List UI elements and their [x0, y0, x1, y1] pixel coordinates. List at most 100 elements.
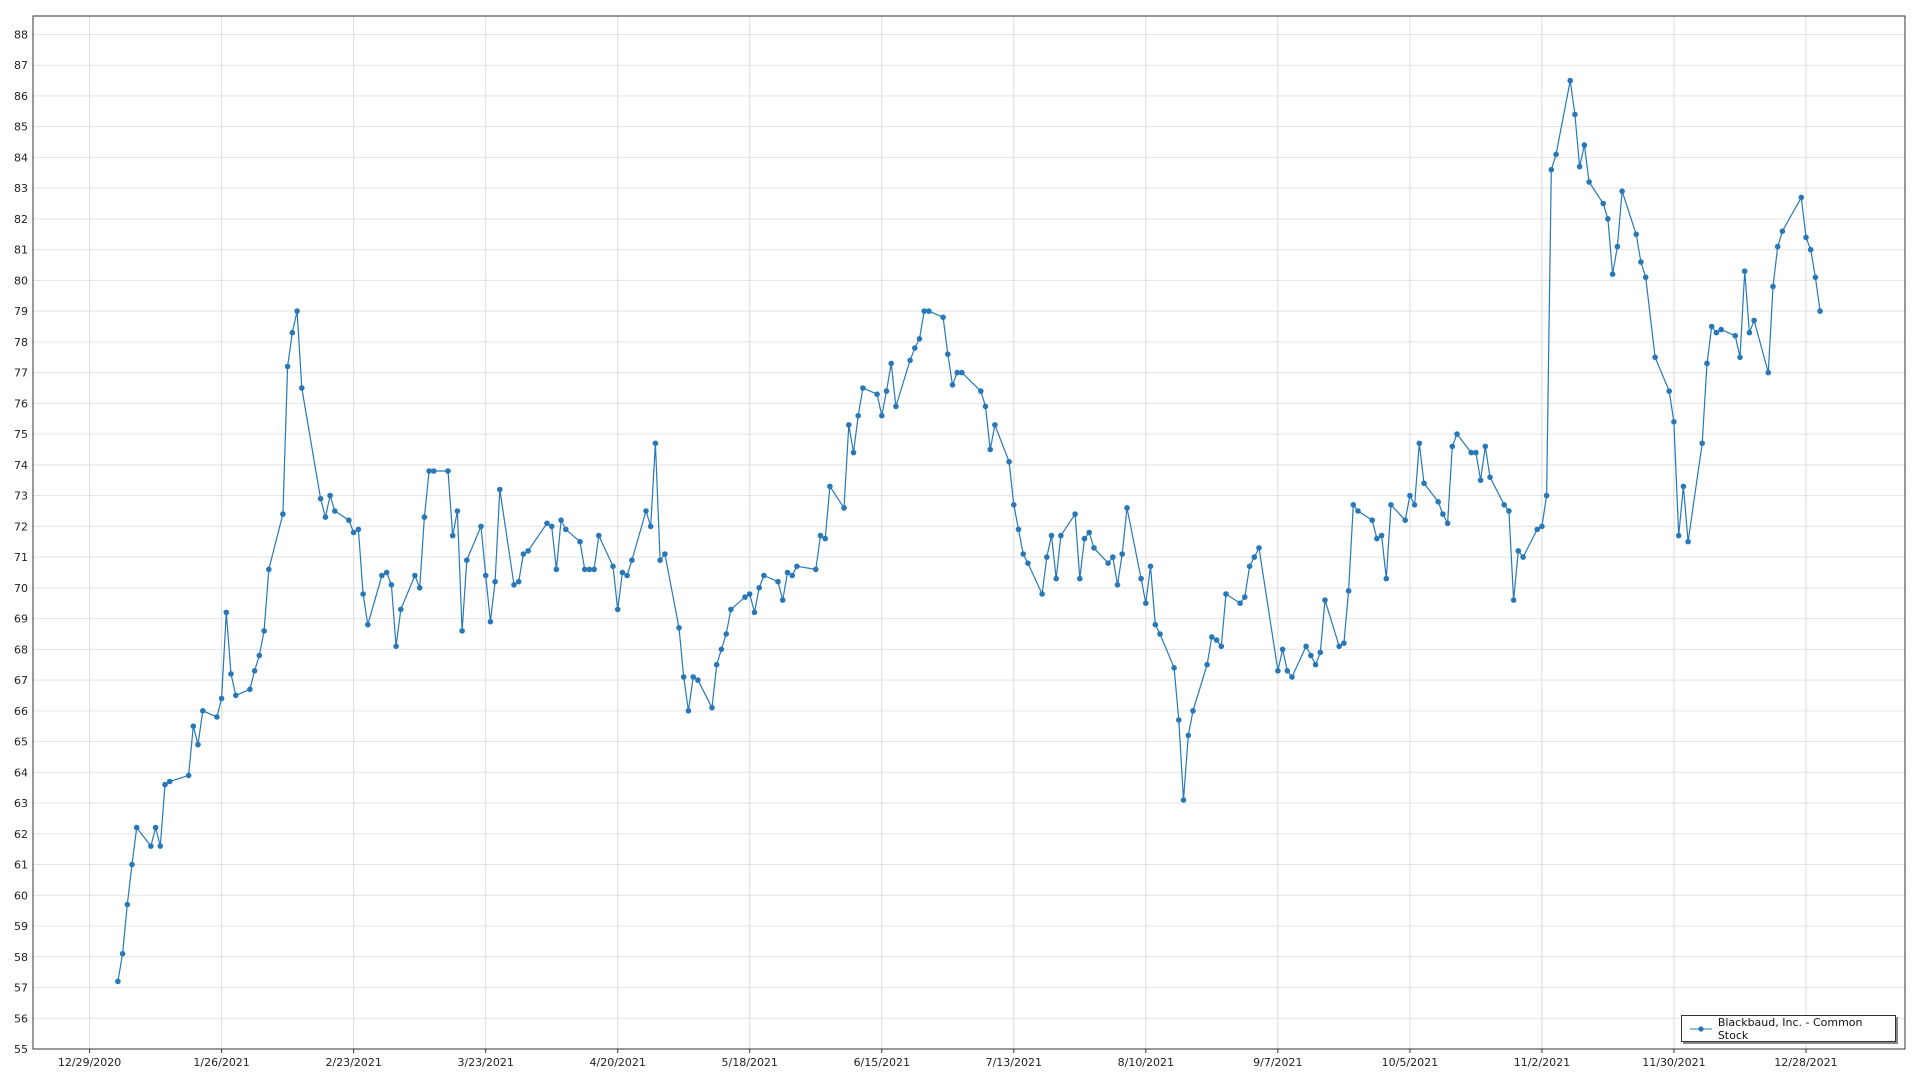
x-tick-label: 11/2/2021 — [1514, 1056, 1570, 1069]
data-point — [1779, 228, 1786, 234]
data-point — [1510, 597, 1517, 603]
data-point — [1138, 575, 1144, 582]
data-point — [586, 566, 593, 573]
data-point — [1011, 502, 1017, 508]
data-point — [1737, 354, 1743, 361]
data-point — [1539, 523, 1545, 530]
data-point — [685, 708, 692, 714]
y-tick-label: 85 — [14, 121, 28, 134]
data-point — [746, 591, 753, 597]
data-point — [1147, 563, 1154, 570]
y-tick-label: 68 — [14, 643, 28, 656]
data-point — [850, 449, 857, 456]
data-point — [1336, 643, 1342, 650]
data-point — [162, 781, 168, 788]
data-point — [695, 677, 701, 683]
data-point — [1435, 499, 1441, 505]
data-point — [1256, 545, 1262, 551]
data-point — [1704, 360, 1710, 367]
x-tick-label: 12/28/2021 — [1774, 1056, 1837, 1069]
data-point — [525, 548, 531, 554]
data-point — [1680, 483, 1687, 490]
data-point — [1506, 508, 1512, 514]
data-point — [657, 557, 663, 563]
data-point — [1534, 526, 1540, 533]
data-point — [520, 551, 527, 557]
data-point — [1586, 179, 1592, 185]
data-point — [982, 403, 989, 410]
x-tick-label: 2/23/2021 — [325, 1056, 381, 1069]
data-point — [515, 578, 522, 585]
data-point — [1345, 588, 1352, 594]
data-point — [888, 360, 894, 367]
series-blackbaud — [115, 77, 1823, 985]
data-point — [978, 388, 984, 394]
x-tick-label: 7/13/2021 — [986, 1056, 1042, 1069]
data-point — [1152, 621, 1159, 628]
x-tick-label: 4/20/2021 — [590, 1056, 646, 1069]
data-point — [223, 609, 230, 616]
data-point — [148, 843, 154, 849]
data-point — [1576, 163, 1583, 170]
data-point — [1817, 308, 1823, 314]
data-point — [1741, 268, 1748, 275]
data-point — [1341, 640, 1347, 646]
data-point — [1081, 535, 1088, 542]
data-point — [1652, 354, 1658, 361]
data-point — [426, 468, 432, 474]
data-point — [1077, 575, 1083, 582]
data-point — [1482, 443, 1489, 450]
y-tick-label: 87 — [14, 59, 28, 72]
data-point — [115, 978, 121, 985]
data-point — [728, 606, 734, 613]
data-point — [1713, 329, 1720, 336]
data-point — [544, 520, 550, 527]
y-axis-ticks: 55 56 57 58 59 60 61 62 63 64 65 66 67 68 69 70 71 72 73 74… — [14, 28, 28, 1056]
data-point — [1600, 200, 1606, 207]
data-point — [1190, 708, 1196, 714]
data-point — [1374, 535, 1380, 542]
data-point — [214, 714, 220, 720]
data-point — [1751, 317, 1757, 324]
x-tick-label: 6/15/2021 — [854, 1056, 910, 1069]
data-point — [233, 692, 239, 699]
y-tick-label: 84 — [14, 151, 28, 164]
data-point — [1312, 661, 1319, 668]
data-point — [388, 582, 395, 588]
data-point — [1053, 575, 1059, 582]
data-point — [129, 861, 135, 868]
data-point — [676, 625, 682, 631]
data-point — [916, 336, 923, 342]
data-point — [1006, 459, 1012, 465]
data-point — [200, 708, 206, 714]
data-point — [482, 572, 489, 579]
data-point — [1124, 505, 1130, 511]
data-point — [445, 468, 451, 474]
data-point — [1303, 643, 1309, 650]
data-point — [1044, 554, 1050, 560]
data-point — [775, 578, 781, 585]
data-point — [1237, 600, 1243, 606]
data-point — [713, 661, 720, 668]
data-point — [1477, 477, 1484, 484]
data-point — [907, 357, 913, 364]
data-point — [1114, 582, 1121, 588]
data-point — [454, 508, 461, 514]
data-point — [1473, 449, 1479, 456]
data-point — [1746, 329, 1753, 336]
data-point — [789, 572, 795, 579]
data-point — [841, 505, 847, 511]
y-tick-label: 62 — [14, 828, 28, 841]
y-tick-label: 60 — [14, 889, 28, 902]
data-point — [926, 308, 932, 314]
x-tick-label: 3/23/2021 — [457, 1056, 513, 1069]
y-tick-label: 80 — [14, 274, 28, 287]
data-point — [596, 532, 602, 539]
data-point — [322, 514, 329, 520]
data-point — [1803, 234, 1809, 241]
data-point — [1718, 326, 1724, 333]
data-point — [690, 674, 696, 680]
data-point — [591, 566, 597, 573]
data-point — [327, 492, 333, 499]
